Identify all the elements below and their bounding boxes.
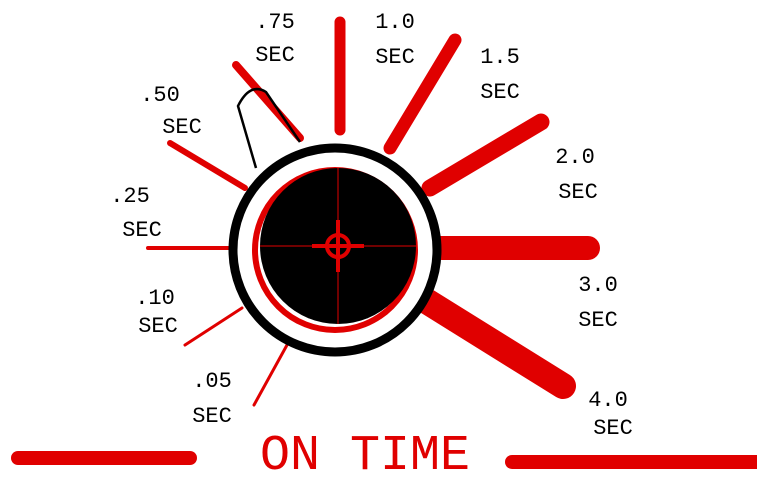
ray: [183, 306, 244, 347]
setting-unit: SEC: [578, 308, 618, 333]
setting-value: .10: [135, 286, 175, 311]
setting-value: 3.0: [578, 273, 618, 298]
crosshair: [260, 168, 416, 324]
ray: [167, 140, 248, 191]
pointer: [236, 87, 302, 169]
setting-value: .75: [255, 10, 295, 35]
rays: [146, 16, 600, 407]
setting-unit: SEC: [255, 43, 295, 68]
ray: [421, 113, 550, 197]
setting-unit: SEC: [138, 314, 178, 339]
setting-unit: SEC: [162, 115, 202, 140]
setting-unit: SEC: [593, 416, 633, 441]
ray: [252, 343, 289, 407]
setting-value: 1.5: [480, 45, 520, 70]
setting-unit: SEC: [480, 80, 520, 105]
setting-unit: SEC: [558, 180, 598, 205]
setting-value: .50: [140, 83, 180, 108]
setting-value: 2.0: [555, 145, 595, 170]
setting-value: .25: [110, 184, 150, 209]
ray: [383, 33, 462, 155]
setting-unit: SEC: [192, 404, 232, 429]
setting-unit: SEC: [375, 45, 415, 70]
title: ON TIME: [260, 428, 470, 479]
ray: [415, 289, 576, 399]
setting-value: 4.0: [588, 388, 628, 413]
setting-unit: SEC: [122, 218, 162, 243]
setting-value: .05: [192, 369, 232, 394]
setting-value: 1.0: [375, 10, 415, 35]
